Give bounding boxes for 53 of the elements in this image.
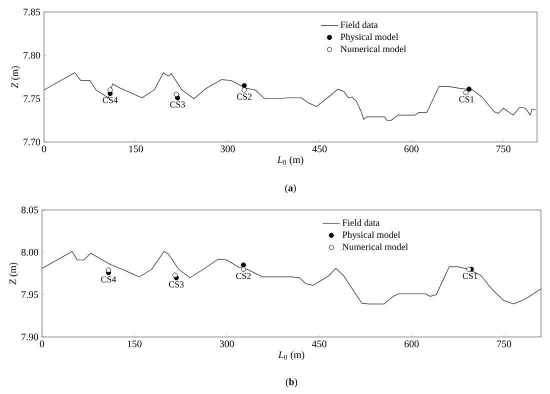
point	[463, 90, 469, 96]
x-axis-title: L$_{0}$ (m)	[278, 351, 304, 360]
x-tick-label: 150	[128, 340, 142, 348]
x-axis-title: L$_{0}$ (m)	[277, 156, 304, 166]
x-tick-label: 450	[312, 340, 326, 348]
x-tick-label: 450	[312, 146, 327, 152]
y-tick-label: 7.75	[24, 95, 40, 102]
annotation: CS3	[170, 101, 185, 108]
point	[242, 87, 247, 93]
x-tick-label: 600	[404, 340, 419, 348]
point	[240, 266, 246, 272]
text: (b)	[286, 378, 298, 388]
y-tick-label: 7.85	[24, 8, 40, 16]
legend-label: Field data	[340, 21, 378, 28]
y-axis-title: Z (m)	[11, 66, 20, 88]
text: (a)	[285, 184, 296, 194]
y-tick-label: 7.95	[22, 291, 38, 298]
annotation: CS3	[168, 281, 184, 288]
annotation: CS2	[236, 272, 251, 279]
x-tick-label: 750	[496, 146, 510, 152]
annotation: CS2	[236, 94, 252, 100]
y-tick-label: 7.80	[24, 52, 40, 59]
annotation: CS4	[102, 97, 118, 104]
annotation: CS1	[459, 96, 474, 102]
annotation: CS4	[101, 276, 116, 282]
point	[466, 266, 472, 272]
y-tick-label: 7.70	[24, 138, 40, 146]
y-tick-label: 8.05	[21, 206, 38, 214]
point	[106, 268, 112, 273]
point	[108, 87, 113, 93]
point	[172, 272, 178, 278]
legend-label: Physical model	[342, 231, 400, 240]
x-tick-label: 300	[220, 340, 234, 348]
annotation: CS1	[462, 272, 478, 279]
legend-label: Numerical model	[340, 45, 406, 52]
line-series	[42, 251, 542, 304]
y-axis-title: Z (m)	[9, 262, 18, 285]
x-tick-label: 0	[40, 340, 44, 348]
y-tick-label: 7.90	[22, 334, 38, 340]
legend-label: Numerical model	[342, 243, 408, 250]
x-tick-label: 0	[42, 146, 46, 152]
x-tick-label: 750	[497, 340, 512, 348]
y-tick-label: 8.00	[21, 248, 38, 256]
point	[466, 86, 472, 92]
legend-label: Physical model	[340, 33, 398, 42]
x-tick-label: 300	[220, 146, 235, 152]
point	[174, 92, 179, 97]
legend-label: Field data	[342, 219, 380, 226]
point	[240, 262, 246, 268]
x-tick-label: 600	[404, 146, 419, 152]
x-tick-label: 150	[129, 146, 143, 152]
line-series	[44, 72, 536, 121]
point	[242, 83, 247, 88]
